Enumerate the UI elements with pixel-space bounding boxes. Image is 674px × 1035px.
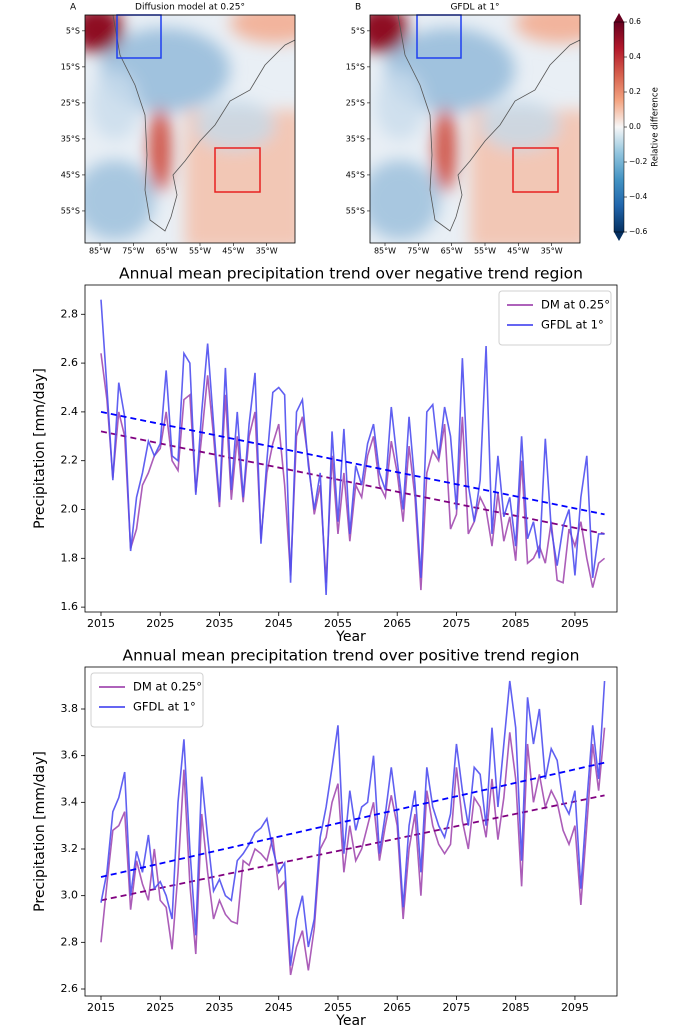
trend-line <box>100 794 605 902</box>
legend-label: DM at 0.25° <box>541 298 610 312</box>
region-box <box>214 147 261 193</box>
series-line <box>100 299 605 595</box>
x-tick-label: 2095 <box>561 1001 589 1014</box>
y-tick-label: 1.6 <box>61 600 79 613</box>
x-tick-label: 45°W <box>222 247 244 256</box>
x-tick-label: 2065 <box>383 617 411 630</box>
colorbar-extend <box>614 232 624 241</box>
y-axis-label: Precipitation [mm/day] <box>32 751 48 912</box>
x-tick-label: 2085 <box>502 617 530 630</box>
y-tick-label: 45°S <box>61 170 80 179</box>
trend-line <box>100 411 605 516</box>
map-frame <box>369 14 581 244</box>
x-tick-label: 75°W <box>122 247 144 256</box>
y-tick-label: 5°S <box>351 26 365 35</box>
x-tick-label: 2035 <box>205 1001 233 1014</box>
x-tick-label: 2045 <box>265 1001 293 1014</box>
trend-line <box>100 761 605 878</box>
x-tick-label: 75°W <box>407 247 429 256</box>
y-tick-label: 3.0 <box>61 889 79 902</box>
legend-label: GFDL at 1° <box>133 700 196 714</box>
y-tick-label: 1.8 <box>61 551 79 564</box>
x-tick-label: 65°W <box>441 247 463 256</box>
y-tick-label: 15°S <box>346 62 365 71</box>
colorbar-tick-label: 0.6 <box>629 17 641 26</box>
map-title: GFDL at 1° <box>450 3 499 13</box>
x-tick-label: 35°W <box>256 247 278 256</box>
x-tick-label: 2025 <box>146 617 174 630</box>
y-tick-label: 55°S <box>346 206 365 215</box>
panel-label: A <box>70 3 77 13</box>
chart-title: Annual mean precipitation trend over pos… <box>123 647 580 665</box>
map-image <box>356 3 605 250</box>
x-tick-label: 55°W <box>474 247 496 256</box>
x-tick-label: 35°W <box>541 247 563 256</box>
x-tick-label: 65°W <box>156 247 178 256</box>
x-tick-label: 2095 <box>561 617 589 630</box>
x-tick-label: 2025 <box>146 1001 174 1014</box>
x-tick-label: 85°W <box>374 247 396 256</box>
y-tick-label: 2.8 <box>61 307 79 320</box>
x-tick-label: 55°W <box>189 247 211 256</box>
colorbar-label: Relative difference <box>651 87 661 167</box>
chart-title: Annual mean precipitation trend over neg… <box>119 265 583 283</box>
x-tick-label: 2015 <box>87 1001 115 1014</box>
x-tick-label: 2075 <box>442 617 470 630</box>
map-image <box>71 3 320 250</box>
y-tick-label: 2.6 <box>61 356 79 369</box>
y-tick-label: 2.6 <box>61 982 79 995</box>
series-line <box>100 680 606 966</box>
y-tick-label: 45°S <box>346 170 365 179</box>
x-tick-label: 2085 <box>502 1001 530 1014</box>
colorbar-tick-label: 0.4 <box>629 52 641 61</box>
colorbar-tick-label: −0.2 <box>629 157 647 166</box>
x-tick-label: 2065 <box>383 1001 411 1014</box>
y-tick-label: 15°S <box>61 62 80 71</box>
trend-line <box>100 430 605 535</box>
plot-frame <box>84 666 618 997</box>
y-tick-label: 2.0 <box>61 503 79 516</box>
y-tick-label: 3.4 <box>61 795 79 808</box>
y-tick-label: 3.6 <box>61 749 79 762</box>
x-tick-label: 85°W <box>89 247 111 256</box>
x-tick-label: 2075 <box>442 1001 470 1014</box>
y-tick-label: 2.2 <box>61 454 79 467</box>
x-tick-label: 2055 <box>324 1001 352 1014</box>
y-tick-label: 25°S <box>346 98 365 107</box>
y-tick-label: 25°S <box>61 98 80 107</box>
x-tick-label: 2015 <box>87 617 115 630</box>
colorbar-extend <box>614 13 624 22</box>
series-line <box>100 353 606 591</box>
colorbar-tick-label: −0.6 <box>629 227 647 236</box>
colorbar-tick-label: 0.0 <box>629 122 641 131</box>
plot-frame <box>84 284 618 613</box>
region-box <box>512 147 559 193</box>
colorbar-tick-label: 0.2 <box>629 87 641 96</box>
y-axis-label: Precipitation [mm/day] <box>32 368 48 529</box>
x-tick-label: 45°W <box>507 247 529 256</box>
y-tick-label: 3.8 <box>61 702 79 715</box>
colorbar <box>613 21 625 233</box>
y-tick-label: 35°S <box>61 134 80 143</box>
legend-label: GFDL at 1° <box>541 318 604 332</box>
y-tick-label: 5°S <box>66 26 80 35</box>
x-tick-label: 2035 <box>205 617 233 630</box>
map-title: Diffusion model at 0.25° <box>135 3 245 13</box>
y-tick-label: 2.8 <box>61 935 79 948</box>
map-frame <box>84 14 296 244</box>
x-tick-label: 2045 <box>265 617 293 630</box>
y-tick-label: 55°S <box>61 206 80 215</box>
y-tick-label: 2.4 <box>61 405 79 418</box>
series-line <box>100 727 606 976</box>
x-axis-label: Year <box>335 1013 366 1029</box>
legend-label: DM at 0.25° <box>133 680 202 694</box>
colorbar-tick-label: −0.4 <box>629 192 647 201</box>
panel-label: B <box>355 3 361 13</box>
x-tick-label: 2055 <box>324 617 352 630</box>
y-tick-label: 3.2 <box>61 842 79 855</box>
x-axis-label: Year <box>335 629 366 645</box>
y-tick-label: 35°S <box>346 134 365 143</box>
